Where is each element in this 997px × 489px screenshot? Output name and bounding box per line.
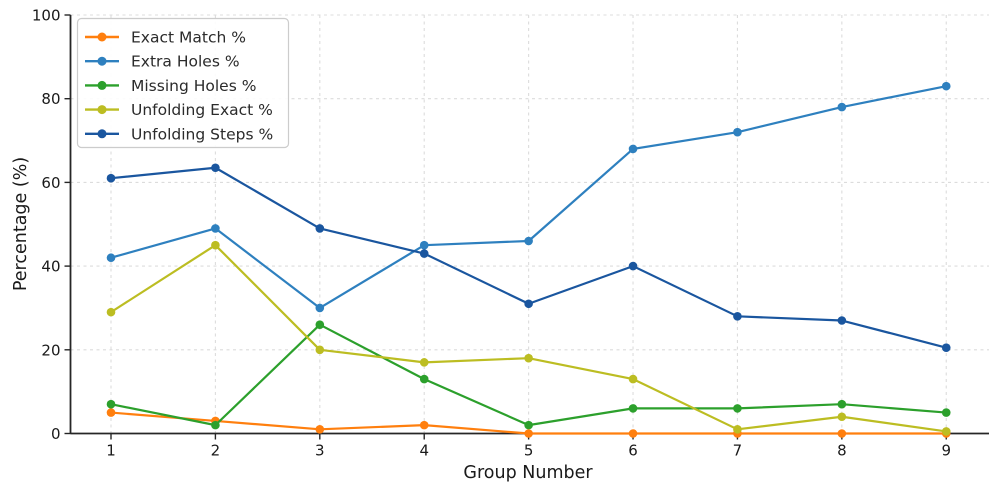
legend-marker [97,129,107,139]
data-point-marker [106,307,116,317]
data-point-marker [315,224,325,233]
legend-marker [97,105,107,115]
legend-label: Exact Match % [131,29,246,47]
legend: Exact Match % Extra Holes % Missing Holes … [76,17,290,149]
data-point-marker [315,345,325,355]
data-point-marker [628,404,638,413]
data-point-marker [211,163,220,173]
series-extra-holes [106,81,951,313]
y-tick-label: 80 [41,90,60,108]
y-tick-label: 0 [51,425,61,443]
y-tick-label: 60 [41,174,60,192]
series-layer [106,81,951,438]
data-point-marker [524,236,533,246]
x-tick-label: 1 [106,442,116,460]
data-point-marker [837,399,847,409]
data-point-marker [837,102,847,112]
data-point-marker [211,240,220,250]
data-point-marker [106,408,116,417]
legend-item: Extra Holes % [85,53,240,71]
x-tick-label: 9 [941,442,951,460]
legend-label: Extra Holes % [131,53,240,71]
data-point-marker [628,261,638,271]
y-tick-label: 40 [41,258,60,276]
data-point-marker [941,408,951,417]
series-missing-holes [106,320,951,430]
data-point-marker [419,374,429,384]
y-axis-label: Percentage (%) [11,157,31,291]
data-point-marker [315,425,325,434]
legend-marker [97,56,107,66]
legend-marker [97,32,107,42]
data-point-marker [733,127,742,137]
data-point-marker [837,412,847,422]
legend-item: Unfolding Exact % [85,101,273,119]
data-point-marker [524,299,533,309]
x-tick-label: 6 [628,442,638,460]
data-point-marker [733,404,742,413]
legend-item: Exact Match % [85,29,246,47]
data-point-marker [941,81,951,91]
data-point-marker [628,374,638,384]
series-unfolding-steps [106,163,951,353]
x-tick-label: 2 [211,442,221,460]
data-point-marker [837,429,847,438]
data-point-marker [733,312,742,321]
data-point-marker [419,420,429,430]
data-point-marker [106,253,116,263]
data-point-marker [106,173,116,183]
data-point-marker [211,224,220,233]
data-point-marker [315,303,325,313]
legend-label: Missing Holes % [131,77,256,95]
data-point-marker [524,420,533,430]
x-tick-label: 8 [837,442,847,460]
data-point-marker [106,399,116,409]
data-point-marker [524,353,533,363]
data-point-marker [628,429,638,438]
data-point-marker [419,358,429,367]
y-tick-label: 20 [41,341,60,359]
series-line [109,244,948,433]
data-point-marker [628,144,638,154]
legend-box [76,17,290,149]
data-point-marker [419,249,429,258]
data-point-marker [941,427,951,436]
x-tick-label: 4 [419,442,429,460]
legend-label: Unfolding Exact % [131,101,273,119]
x-tick-label: 5 [524,442,534,460]
y-tick-label: 100 [32,7,61,25]
x-axis-label: Group Number [463,463,593,483]
data-point-marker [837,316,847,325]
series-unfolding-exact [106,240,951,436]
data-point-marker [419,240,429,250]
x-tick-label: 3 [315,442,325,460]
data-point-marker [941,343,951,353]
data-point-marker [733,425,742,434]
legend-label: Unfolding Steps % [131,125,273,143]
data-point-marker [315,320,325,329]
data-point-marker [524,429,533,438]
legend-item: Missing Holes % [85,77,256,95]
data-point-marker [211,420,220,430]
legend-marker [97,80,107,90]
legend-item: Unfolding Steps % [85,125,273,143]
x-tick-label: 7 [733,442,743,460]
